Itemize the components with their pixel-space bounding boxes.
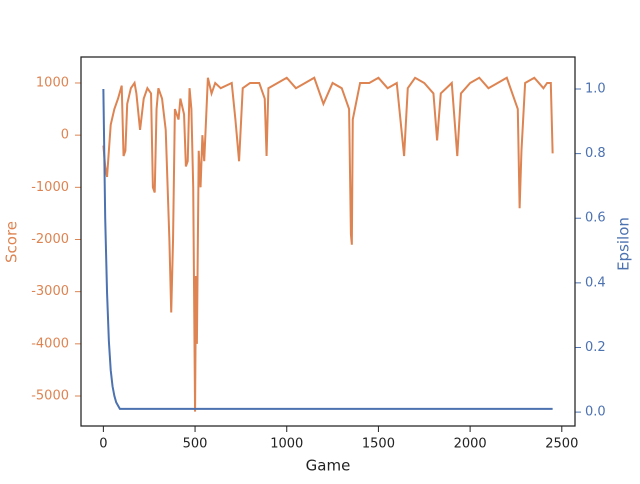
- x-tick-label: 2000: [454, 437, 487, 452]
- y2-tick-label: 0.6: [585, 211, 606, 226]
- x-tick-label: 500: [183, 437, 208, 452]
- y-axis-label: Score: [3, 221, 21, 263]
- x-tick-label: 2500: [545, 437, 578, 452]
- x-tick-label: 1000: [270, 437, 303, 452]
- y-tick-label: -2000: [31, 232, 69, 247]
- y-tick-label: -1000: [31, 180, 69, 195]
- y2-axis-label: Epsilon: [615, 217, 633, 271]
- y2-tick-label: 0.2: [585, 340, 606, 355]
- y-tick-label: -5000: [31, 389, 69, 404]
- line-y2: [102, 88, 553, 410]
- y2-tick-label: 0.8: [585, 146, 606, 161]
- y-tick-label: 0: [61, 128, 69, 143]
- y-tick-label: -4000: [31, 336, 69, 351]
- line-y: [102, 76, 554, 412]
- y2-tick-label: 0.0: [585, 405, 606, 420]
- x-axis-label: Game: [306, 457, 351, 475]
- x-tick-label: 1500: [362, 437, 395, 452]
- plot-frame: [80, 56, 576, 427]
- y-tick-label: 1000: [36, 75, 69, 90]
- y2-tick-label: 1.0: [585, 81, 606, 96]
- x-tick-label: 0: [99, 437, 107, 452]
- y-tick-label: -3000: [31, 284, 69, 299]
- y2-tick-label: 0.4: [585, 275, 606, 290]
